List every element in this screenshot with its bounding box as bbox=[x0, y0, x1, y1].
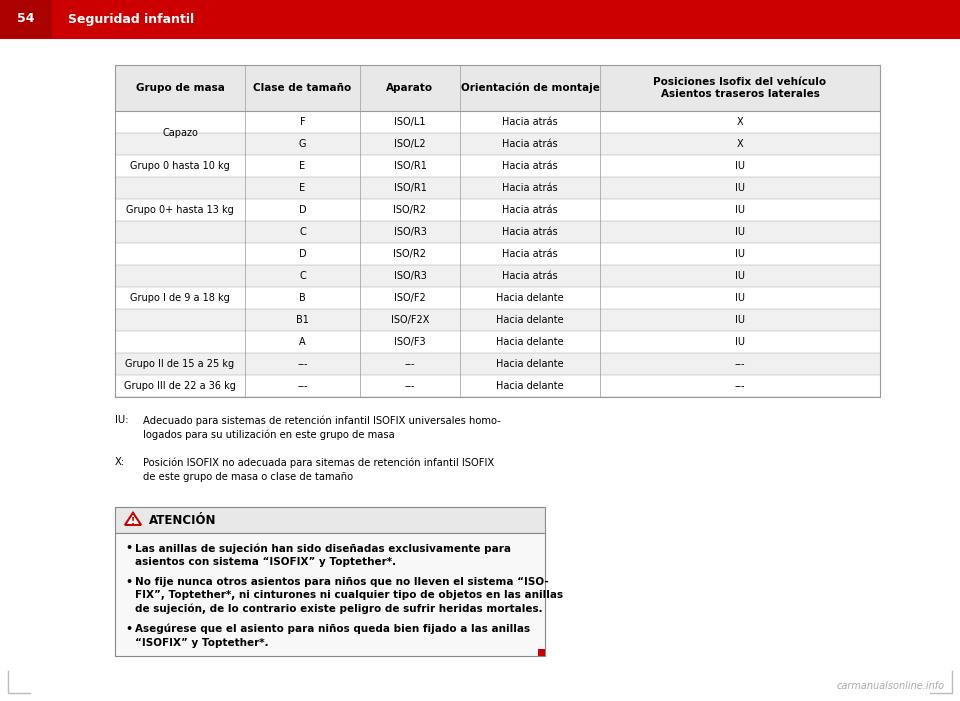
Text: ISO/L1: ISO/L1 bbox=[395, 117, 425, 127]
Text: Hacia atrás: Hacia atrás bbox=[502, 183, 558, 193]
Text: ---: --- bbox=[734, 381, 745, 391]
Text: 54: 54 bbox=[17, 13, 35, 25]
Text: Grupo II de 15 a 25 kg: Grupo II de 15 a 25 kg bbox=[126, 359, 234, 369]
Text: X:: X: bbox=[115, 457, 125, 467]
Text: ISO/R3: ISO/R3 bbox=[394, 271, 426, 281]
Text: Hacia delante: Hacia delante bbox=[496, 381, 564, 391]
Text: F: F bbox=[300, 117, 305, 127]
Text: Hacia atrás: Hacia atrás bbox=[502, 271, 558, 281]
Text: ISO/R2: ISO/R2 bbox=[394, 249, 426, 259]
Text: ISO/R1: ISO/R1 bbox=[394, 161, 426, 171]
Bar bbox=[115, 375, 880, 397]
Text: Hacia atrás: Hacia atrás bbox=[502, 227, 558, 237]
Text: •: • bbox=[125, 624, 132, 634]
Text: X: X bbox=[736, 139, 743, 149]
Text: IU: IU bbox=[735, 315, 745, 325]
Text: •: • bbox=[125, 577, 132, 587]
Text: IU: IU bbox=[735, 271, 745, 281]
Text: Capazo: Capazo bbox=[162, 128, 198, 138]
Text: carmanualsonline.info: carmanualsonline.info bbox=[837, 681, 945, 691]
Text: ISO/R2: ISO/R2 bbox=[394, 205, 426, 215]
Text: IU:: IU: bbox=[115, 415, 129, 425]
Text: Grupo de masa: Grupo de masa bbox=[135, 83, 225, 93]
Text: Hacia delante: Hacia delante bbox=[496, 315, 564, 325]
Text: ---: --- bbox=[734, 359, 745, 369]
Bar bbox=[538, 649, 545, 656]
Text: C: C bbox=[300, 227, 306, 237]
Text: Hacia delante: Hacia delante bbox=[496, 293, 564, 303]
Text: IU: IU bbox=[735, 205, 745, 215]
Text: Posiciones Isofix del vehículo
Asientos traseros laterales: Posiciones Isofix del vehículo Asientos … bbox=[654, 77, 827, 99]
Text: Grupo 0 hasta 10 kg: Grupo 0 hasta 10 kg bbox=[131, 161, 229, 171]
Bar bbox=[115, 331, 880, 353]
Bar bbox=[115, 65, 880, 111]
Bar bbox=[0, 0, 52, 38]
Text: ISO/L2: ISO/L2 bbox=[395, 139, 426, 149]
Text: Hacia atrás: Hacia atrás bbox=[502, 161, 558, 171]
Text: A: A bbox=[300, 337, 306, 347]
Text: ISO/F2X: ISO/F2X bbox=[391, 315, 429, 325]
Bar bbox=[115, 155, 880, 177]
Bar bbox=[115, 507, 545, 533]
Text: !: ! bbox=[131, 517, 135, 526]
Bar bbox=[115, 177, 880, 199]
Text: D: D bbox=[299, 249, 306, 259]
Text: X: X bbox=[736, 117, 743, 127]
Text: ---: --- bbox=[298, 381, 308, 391]
Text: IU: IU bbox=[735, 161, 745, 171]
Bar bbox=[115, 221, 880, 243]
Text: Adecuado para sistemas de retención infantil ISOFIX universales homo-
logados pa: Adecuado para sistemas de retención infa… bbox=[143, 415, 501, 440]
Text: Grupo I de 9 a 18 kg: Grupo I de 9 a 18 kg bbox=[131, 293, 229, 303]
Text: ISO/R3: ISO/R3 bbox=[394, 227, 426, 237]
Polygon shape bbox=[125, 513, 141, 525]
Text: Grupo 0+ hasta 13 kg: Grupo 0+ hasta 13 kg bbox=[126, 205, 234, 215]
Text: Seguridad infantil: Seguridad infantil bbox=[68, 13, 194, 25]
Text: Asegúrese que el asiento para niños queda bien fijado a las anillas
“ISOFIX” y T: Asegúrese que el asiento para niños qued… bbox=[135, 624, 530, 648]
Text: Hacia atrás: Hacia atrás bbox=[502, 139, 558, 149]
Text: ISO/R1: ISO/R1 bbox=[394, 183, 426, 193]
Text: ISO/F2: ISO/F2 bbox=[395, 293, 426, 303]
Bar bbox=[115, 65, 880, 397]
Text: •: • bbox=[125, 543, 132, 553]
Text: ---: --- bbox=[298, 359, 308, 369]
Text: No fije nunca otros asientos para niños que no lleven el sistema “ISO-
FIX”, Top: No fije nunca otros asientos para niños … bbox=[135, 577, 564, 614]
Text: E: E bbox=[300, 161, 305, 171]
Bar bbox=[115, 265, 880, 287]
Bar bbox=[115, 353, 880, 375]
Text: IU: IU bbox=[735, 249, 745, 259]
Text: IU: IU bbox=[735, 337, 745, 347]
Text: B1: B1 bbox=[296, 315, 309, 325]
Text: B: B bbox=[300, 293, 306, 303]
Text: Grupo III de 22 a 36 kg: Grupo III de 22 a 36 kg bbox=[124, 381, 236, 391]
Text: Las anillas de sujeción han sido diseñadas exclusivamente para
asientos con sist: Las anillas de sujeción han sido diseñad… bbox=[135, 543, 511, 566]
Text: D: D bbox=[299, 205, 306, 215]
Text: Aparato: Aparato bbox=[387, 83, 434, 93]
Text: Hacia delante: Hacia delante bbox=[496, 359, 564, 369]
Text: G: G bbox=[299, 139, 306, 149]
Bar bbox=[115, 287, 880, 309]
Bar bbox=[115, 243, 880, 265]
Text: Hacia atrás: Hacia atrás bbox=[502, 117, 558, 127]
Text: C: C bbox=[300, 271, 306, 281]
Text: Orientación de montaje: Orientación de montaje bbox=[461, 83, 599, 93]
Text: IU: IU bbox=[735, 183, 745, 193]
Text: Clase de tamaño: Clase de tamaño bbox=[253, 83, 351, 93]
Text: Hacia atrás: Hacia atrás bbox=[502, 249, 558, 259]
Bar bbox=[0, 0, 960, 38]
Text: ATENCIÓN: ATENCIÓN bbox=[149, 514, 217, 526]
Text: E: E bbox=[300, 183, 305, 193]
Text: ISO/F3: ISO/F3 bbox=[395, 337, 426, 347]
Text: IU: IU bbox=[735, 227, 745, 237]
Bar bbox=[115, 111, 880, 133]
Bar bbox=[115, 199, 880, 221]
Text: Hacia delante: Hacia delante bbox=[496, 337, 564, 347]
Bar bbox=[115, 309, 880, 331]
Bar bbox=[115, 133, 880, 155]
Text: ---: --- bbox=[405, 381, 416, 391]
Text: Posición ISOFIX no adecuada para sitemas de retención infantil ISOFIX
de este gr: Posición ISOFIX no adecuada para sitemas… bbox=[143, 457, 494, 482]
Text: Hacia atrás: Hacia atrás bbox=[502, 205, 558, 215]
Bar bbox=[115, 533, 545, 656]
Text: ---: --- bbox=[405, 359, 416, 369]
Text: IU: IU bbox=[735, 293, 745, 303]
